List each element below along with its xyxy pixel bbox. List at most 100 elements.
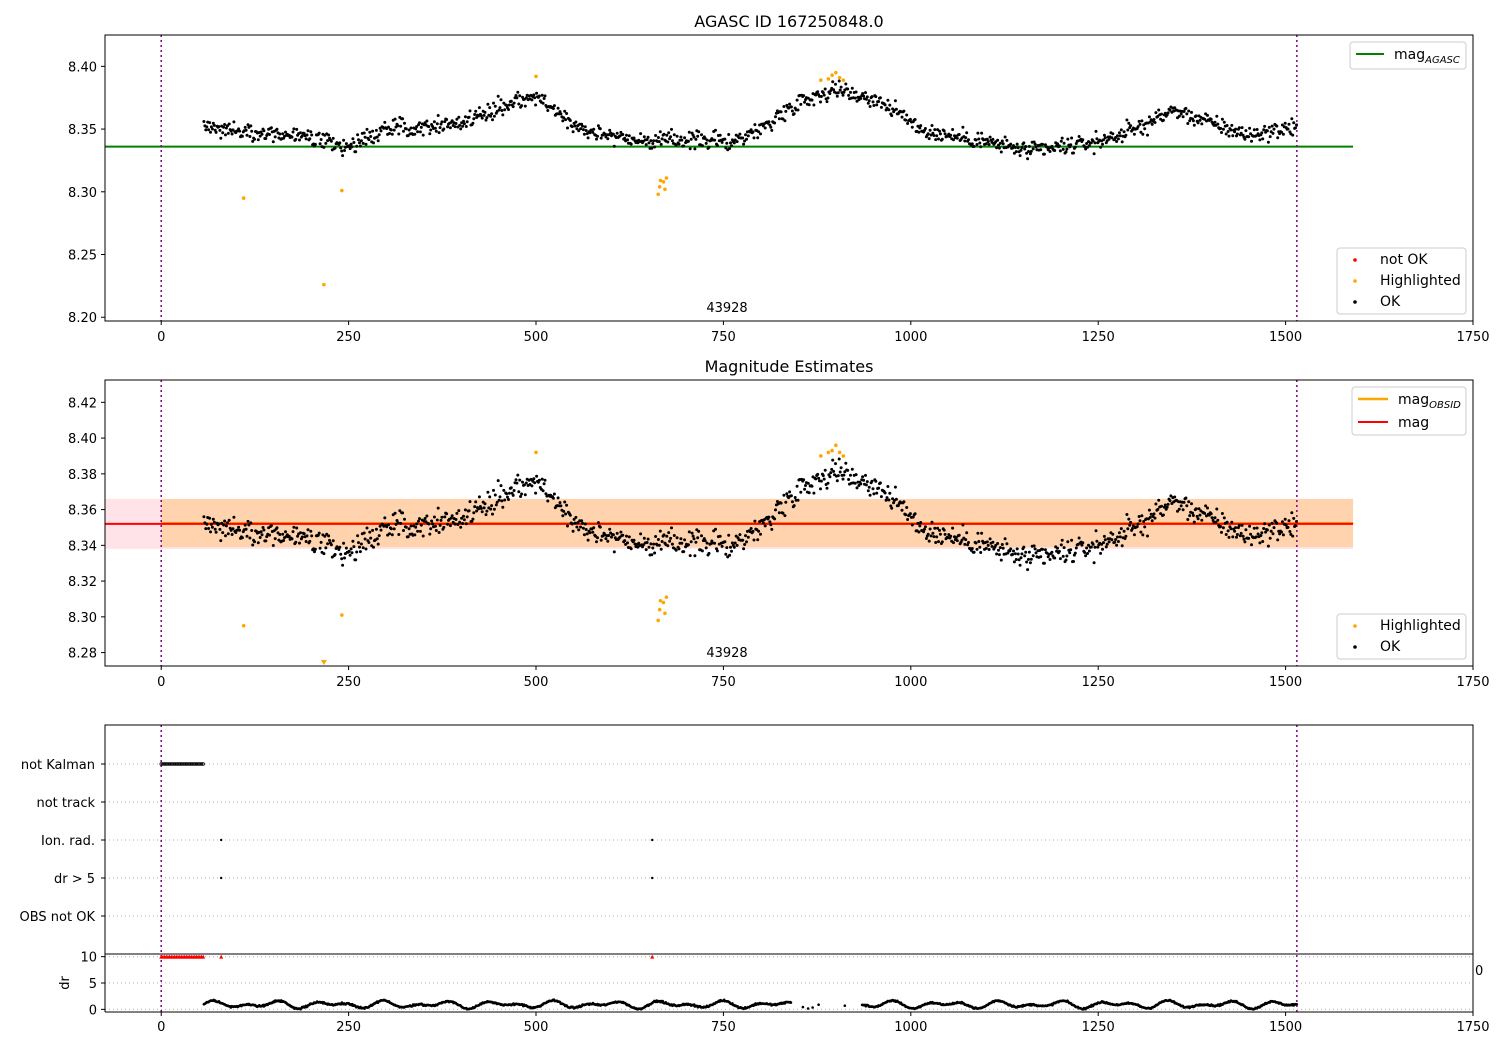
ok-point xyxy=(757,130,761,134)
ok-point xyxy=(723,137,727,141)
ok-point xyxy=(585,532,589,536)
ok-point xyxy=(1243,540,1247,544)
ok-point xyxy=(1234,526,1238,530)
ok-point xyxy=(397,132,401,136)
ok-point xyxy=(1077,536,1081,540)
ok-point xyxy=(1188,119,1192,123)
highlighted-point xyxy=(834,70,838,75)
flag-point xyxy=(166,762,170,766)
flag-point xyxy=(171,762,175,766)
ok-point xyxy=(292,525,296,529)
ok-point xyxy=(1012,144,1015,148)
ok-point xyxy=(575,525,579,529)
ok-point xyxy=(581,124,584,128)
x-tick-label: 750 xyxy=(711,330,736,345)
ok-point xyxy=(566,126,569,130)
ok-point xyxy=(1087,144,1091,148)
ok-point xyxy=(1081,541,1085,545)
ok-point xyxy=(1107,540,1111,544)
ok-point xyxy=(910,125,914,129)
ok-point xyxy=(978,545,982,549)
ok-point xyxy=(579,127,583,131)
ok-point xyxy=(1216,518,1220,522)
ok-point xyxy=(507,491,511,495)
ok-point xyxy=(418,517,421,521)
flag-point xyxy=(194,762,199,766)
ok-point xyxy=(784,500,788,504)
ok-point xyxy=(612,550,616,554)
ok-point xyxy=(559,112,563,116)
ok-point xyxy=(542,97,546,100)
ok-point xyxy=(1276,538,1280,542)
ok-point xyxy=(305,534,309,538)
ok-point xyxy=(654,134,658,137)
ok-point xyxy=(208,121,212,125)
ok-point xyxy=(350,145,354,149)
ok-point xyxy=(839,466,843,470)
ok-point xyxy=(584,528,588,531)
ok-point xyxy=(696,536,700,540)
flag-point xyxy=(161,762,165,766)
ok-point xyxy=(402,529,405,532)
ok-point xyxy=(1292,121,1296,125)
category-label: Ion. rad. xyxy=(41,834,95,849)
ok-point xyxy=(240,536,244,540)
ok-point xyxy=(583,522,587,526)
ok-point xyxy=(530,98,534,102)
ok-point xyxy=(352,545,356,549)
ok-point xyxy=(581,526,585,530)
ok-point xyxy=(455,511,459,515)
ok-point xyxy=(928,527,932,531)
x-tick-label: 250 xyxy=(336,675,361,690)
ok-point xyxy=(938,532,942,536)
ok-point xyxy=(477,507,480,511)
ok-point xyxy=(563,500,567,504)
ok-point xyxy=(832,469,836,473)
ok-point xyxy=(1185,112,1189,116)
ok-point xyxy=(834,462,837,466)
ok-point xyxy=(1029,557,1033,561)
ok-point xyxy=(1062,546,1066,550)
ok-point xyxy=(317,131,321,135)
ok-point xyxy=(774,115,777,119)
ok-point xyxy=(1138,122,1142,126)
ok-point xyxy=(440,120,444,124)
ok-point xyxy=(1214,520,1218,524)
ok-point xyxy=(1070,538,1074,542)
ok-point xyxy=(354,150,358,154)
ok-point xyxy=(775,500,779,503)
ok-point xyxy=(1103,136,1107,140)
ok-point xyxy=(403,121,406,125)
ok-point xyxy=(368,130,372,134)
ok-point xyxy=(952,138,955,142)
ok-point xyxy=(999,558,1003,562)
ok-point xyxy=(282,539,286,542)
ok-point xyxy=(457,115,461,119)
ok-point xyxy=(665,133,669,137)
ok-point xyxy=(383,516,387,520)
ok-point xyxy=(1022,545,1026,549)
ok-point xyxy=(329,139,333,143)
ok-point xyxy=(355,144,359,148)
panel-2-annotation: 43928 xyxy=(706,646,747,661)
ok-point xyxy=(677,142,681,146)
ok-point xyxy=(588,131,592,135)
ok-point xyxy=(1265,129,1269,133)
ok-point xyxy=(1027,150,1030,153)
y-tick-label: 8.30 xyxy=(68,611,97,626)
ok-point xyxy=(1220,131,1223,134)
ok-point xyxy=(802,94,806,98)
ok-point xyxy=(402,129,405,133)
ok-point xyxy=(1221,127,1225,131)
ok-point xyxy=(261,526,265,529)
flag-point xyxy=(174,762,179,766)
ok-point xyxy=(877,486,881,490)
ok-point xyxy=(562,116,566,120)
ok-point xyxy=(333,146,337,150)
highlighted-point xyxy=(841,78,846,82)
ok-point xyxy=(453,522,457,526)
ok-point xyxy=(997,553,1001,557)
ok-point xyxy=(350,551,354,555)
